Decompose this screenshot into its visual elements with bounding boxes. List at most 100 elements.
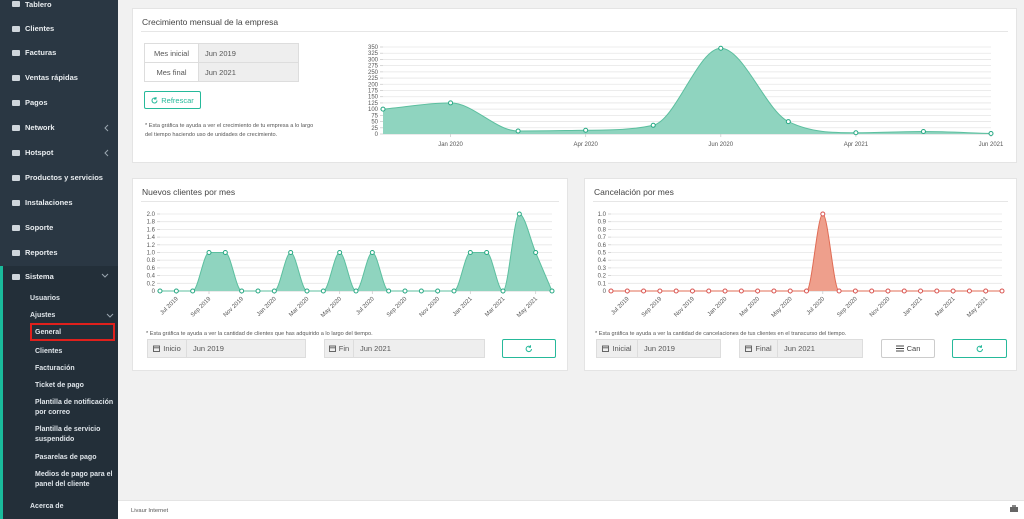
- icon: [12, 1, 20, 7]
- x-tick-label: Mar 2020: [288, 296, 311, 319]
- field-value[interactable]: Jun 2021: [777, 339, 863, 358]
- y-tick-label: 125: [368, 101, 379, 107]
- submenu-item[interactable]: Ticket de pago: [35, 382, 84, 389]
- x-tick-label: Mar 2021: [484, 296, 507, 319]
- label-text: Fin: [338, 344, 350, 353]
- point: [608, 288, 614, 294]
- point: [787, 288, 793, 294]
- growth-panel: Crecimiento mensual de la empresa Mes in…: [132, 8, 1017, 163]
- menu-item[interactable]: Soporte: [25, 223, 54, 232]
- submenu-item[interactable]: Plantilla de servicio suspendido: [35, 426, 101, 443]
- x-tick-label: Jan 2021: [452, 296, 474, 318]
- refresh-button[interactable]: [952, 339, 1007, 358]
- line: [382, 47, 992, 135]
- area: [383, 48, 991, 134]
- new-clients-chart: 0 0.20.4 0.6 0.81.0 1.2 1.4 1.61.8 2.0 Jul 2019 S…: [147, 211, 555, 319]
- y-tick-label: 0.8: [147, 258, 156, 264]
- menu-item[interactable]: Pagos: [25, 98, 48, 107]
- x-tick-label: May 2020: [771, 296, 794, 319]
- point: [467, 250, 473, 255]
- point: [369, 250, 375, 255]
- x-tick-label: Jan 2020: [256, 296, 278, 318]
- y-tick-label: 0.4: [598, 258, 607, 264]
- point: [402, 288, 408, 294]
- point: [934, 288, 940, 294]
- field-value[interactable]: Jun 2019: [186, 339, 306, 358]
- note: * Esta gráfica te ayuda a ver la cantida…: [146, 331, 373, 337]
- point: [901, 288, 907, 294]
- submenu-item[interactable]: Ajustes: [30, 312, 56, 319]
- x-tick-label: Jun 2021: [979, 142, 1004, 148]
- x-tick-label: Sep 2020: [386, 296, 409, 319]
- point: [869, 288, 875, 294]
- point: [988, 131, 994, 137]
- point: [353, 288, 359, 294]
- y-tick-label: 350: [368, 45, 379, 51]
- footer-text: Livaur Internet: [131, 508, 169, 514]
- menu-item[interactable]: Clientes: [25, 24, 55, 33]
- icon: [12, 200, 20, 206]
- separator: [593, 201, 1008, 202]
- menu-item[interactable]: Facturas: [25, 48, 57, 57]
- list-button[interactable]: Can: [881, 339, 935, 358]
- panel-title: Nuevos clientes por mes: [142, 187, 236, 197]
- y-tick-label: 225: [368, 76, 379, 82]
- submenu-item[interactable]: Usuarios: [30, 295, 60, 302]
- label-text: Inicial: [612, 344, 632, 353]
- refresh-button[interactable]: [502, 339, 556, 358]
- y-tick-label: 0.4: [147, 274, 156, 280]
- menu-item[interactable]: Hotspot: [25, 148, 54, 157]
- chevron: [101, 273, 109, 278]
- y-tick-label: 25: [371, 126, 378, 132]
- refresh-icon: [151, 96, 158, 103]
- submenu-item[interactable]: Plantilla de notificación por correo: [35, 399, 114, 416]
- submenu-item[interactable]: General: [35, 329, 62, 336]
- panel-title: Crecimiento mensual de la empresa: [142, 17, 279, 27]
- calendar-icon: [602, 345, 610, 352]
- point: [820, 211, 826, 217]
- menu-item[interactable]: Productos y servicios: [25, 173, 103, 182]
- calendar-icon: [328, 345, 336, 352]
- submenu-item[interactable]: Medios de pago para el panel del cliente: [35, 471, 113, 488]
- field-value[interactable]: Jun 2019: [198, 43, 299, 63]
- label-text: Final: [755, 344, 772, 353]
- point: [650, 122, 656, 128]
- menu-item[interactable]: Instalaciones: [25, 198, 73, 207]
- submenu-item[interactable]: Clientes: [35, 348, 63, 355]
- menu-item[interactable]: Network: [25, 123, 55, 132]
- y-tick-label: 200: [368, 82, 379, 88]
- x-tick-label: Nov 2020: [869, 296, 892, 319]
- field-label: Inicial: [596, 339, 638, 358]
- y-tick-label: 1.2: [147, 243, 156, 249]
- list-icon: [895, 345, 904, 352]
- point: [641, 288, 647, 294]
- cancellation-chart: 0 0.10.2 0.3 0.40.5 0.6 0.7 0.80.9 1.0 Jul 2019 S…: [598, 211, 1005, 319]
- separator: [141, 31, 1008, 32]
- submenu-item[interactable]: Pasarelas de pago: [35, 454, 97, 461]
- field-label: Mes inicial: [144, 43, 199, 63]
- menu-item[interactable]: Sistema: [25, 272, 54, 281]
- cancellation-panel: Cancelación por mes * Esta gráfica te ay…: [584, 178, 1017, 371]
- field-value[interactable]: Jun 2021: [353, 339, 485, 358]
- refresh-button[interactable]: Refrescar: [144, 91, 201, 109]
- field-value[interactable]: Jun 2019: [637, 339, 721, 358]
- submenu: Sistema Usuarios Ajustes General Cliente…: [0, 266, 118, 519]
- point: [239, 288, 245, 294]
- y-tick-label: 1.0: [147, 251, 156, 257]
- menu-item[interactable]: Tablero: [25, 0, 52, 9]
- submenu-item[interactable]: Facturación: [35, 365, 75, 372]
- point: [500, 288, 506, 294]
- y-tick-label: 50: [371, 120, 378, 126]
- y-tick-label: 0.2: [598, 274, 607, 280]
- menu-item[interactable]: Ventas rápidas: [25, 73, 78, 82]
- y-tick-label: 100: [368, 107, 379, 113]
- menu-item[interactable]: Reportes: [25, 248, 58, 257]
- refresh-icon: [976, 344, 983, 352]
- icon: [12, 225, 20, 231]
- x-tick-label: Apr 2020: [573, 142, 598, 148]
- field-value[interactable]: Jun 2021: [198, 62, 299, 82]
- button-label: Can: [906, 344, 921, 353]
- submenu-item[interactable]: Acerca de: [30, 503, 64, 510]
- x-tick-label: May 2021: [516, 296, 539, 319]
- y-tick-label: 0.2: [147, 281, 156, 287]
